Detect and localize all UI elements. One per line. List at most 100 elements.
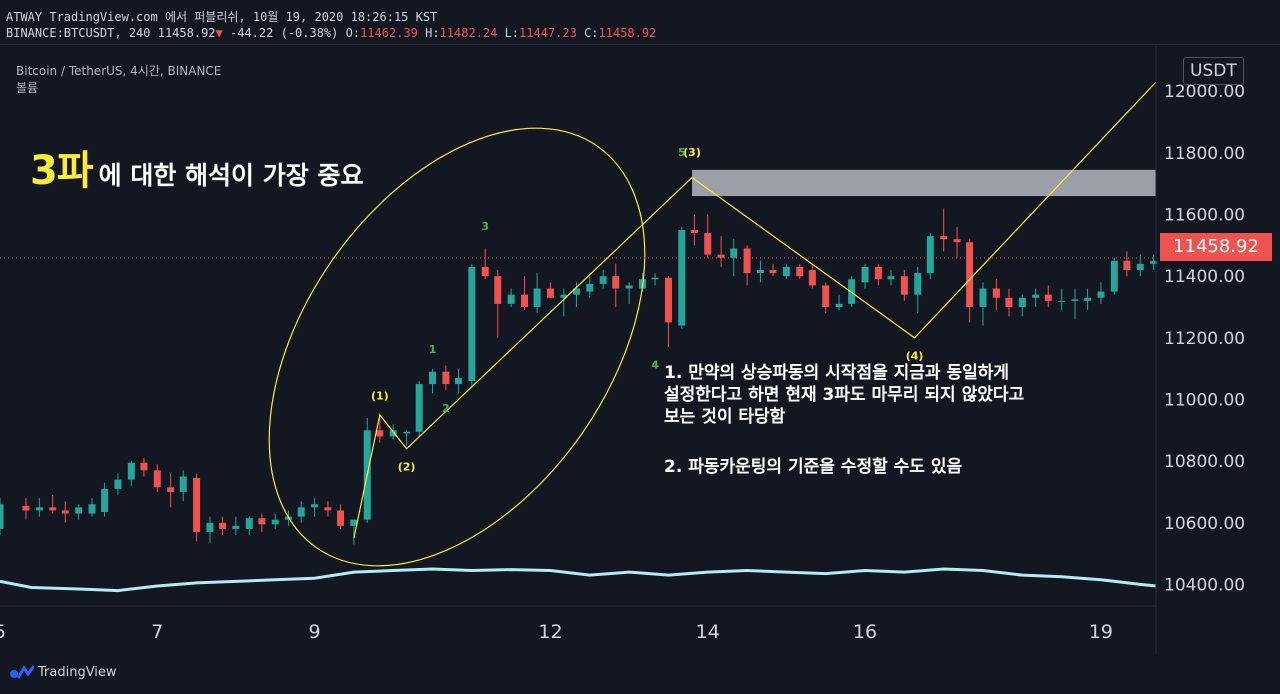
candle-down <box>167 487 175 492</box>
tradingview-brand[interactable]: TradingView <box>8 664 117 680</box>
candle-up <box>88 504 96 514</box>
candle-down <box>193 478 201 533</box>
candle-up <box>403 431 411 434</box>
candle-up <box>35 507 43 511</box>
candle-down <box>704 233 712 255</box>
candle-down <box>900 276 908 295</box>
y-tick-label: 10600.00 <box>1164 514 1245 534</box>
candle-down <box>219 522 227 529</box>
candle-up <box>1150 260 1158 264</box>
x-tick-label: 19 <box>1089 621 1113 643</box>
candle-up <box>297 507 305 517</box>
candle-up <box>599 276 607 284</box>
candle-up <box>350 519 358 526</box>
candle-down <box>481 266 489 277</box>
candle-up <box>232 525 240 529</box>
candle-down <box>49 507 57 511</box>
publisher-line: ATWAY TradingView.com 에서 퍼블리쉬, 10월 19, 2… <box>6 10 438 24</box>
candle-down <box>22 505 30 511</box>
candle-up <box>127 462 135 480</box>
x-tick-label: 12 <box>538 621 562 643</box>
candle-up <box>454 377 462 385</box>
candle-up <box>1084 297 1092 301</box>
candle-down <box>1044 294 1052 301</box>
resistance-zone-layer <box>692 169 1156 197</box>
candle-up <box>75 507 83 514</box>
header-divider <box>0 44 1280 45</box>
close-label: C: <box>584 26 599 40</box>
candle-down <box>140 462 148 471</box>
wave-label: 4 <box>651 359 659 372</box>
candle-down <box>1123 260 1131 271</box>
candle-up <box>730 248 738 258</box>
candle-up <box>206 522 214 533</box>
x-tick-label: 16 <box>853 621 877 643</box>
y-tick-label: 11000.00 <box>1164 390 1245 410</box>
x-tick-label: 5 <box>0 621 6 643</box>
candle-down <box>494 276 502 304</box>
candle-down <box>822 285 830 308</box>
open-value: 11462.39 <box>360 26 418 40</box>
candle-down <box>61 510 69 514</box>
headline-text: 에 대한 해석이 가장 중요 <box>98 161 364 190</box>
candle-up <box>415 384 423 432</box>
high-value: 11482.24 <box>439 26 498 40</box>
candle-up <box>1136 263 1144 271</box>
chart-header: ATWAY TradingView.com 에서 퍼블리쉬, 10월 19, 2… <box>0 0 1280 44</box>
ohlc-line: BINANCE:BTCUSDT, 240 11458.92▼ -44.22 (-… <box>6 26 656 40</box>
y-tick-label: 11800.00 <box>1164 144 1245 164</box>
wave-count-layer: (1) (2) (3) (4) 1 2 3 4 5 <box>268 81 1157 567</box>
candle-up <box>1110 260 1118 292</box>
close-value: 11458.92 <box>598 26 657 40</box>
wave-three-ellipse <box>268 127 646 567</box>
candle-up <box>389 430 397 437</box>
wave-label: 5 <box>678 146 686 159</box>
x-tick-label: 14 <box>696 621 720 643</box>
candle-down <box>690 229 698 234</box>
resistance-zone <box>692 169 1156 197</box>
current-price-tag: 11458.92 <box>1160 233 1272 261</box>
candle-up <box>1018 297 1026 308</box>
candle-up <box>572 288 580 295</box>
currency-unit-button[interactable]: USDT <box>1183 57 1244 85</box>
wave-label: (4) <box>906 349 924 362</box>
wave-label: (1) <box>371 389 389 402</box>
candle-up <box>625 285 633 289</box>
x-tick-label: 9 <box>309 621 321 643</box>
candle-up <box>678 229 686 326</box>
wave-label: 1 <box>429 343 437 356</box>
candle-up <box>179 476 187 492</box>
candle-up <box>560 294 568 298</box>
y-tick-label: 12000.00 <box>1164 82 1245 102</box>
note-two: 2. 파동카운팅의 기준을 수정할 수도 있음 <box>664 457 963 477</box>
tradingview-logo-icon <box>10 665 34 679</box>
volume-legend: 볼륨 <box>16 81 39 95</box>
y-tick-label: 10800.00 <box>1164 452 1245 472</box>
candle-up <box>914 273 922 295</box>
high-label: H: <box>425 26 440 40</box>
candle-down <box>992 288 1000 298</box>
open-label: O: <box>345 26 361 40</box>
candle-up <box>101 488 109 512</box>
candle-up <box>1032 294 1040 298</box>
price-change: -44.22 (-0.38%) <box>230 26 339 40</box>
candle-down <box>874 266 882 280</box>
candle-up <box>887 276 895 280</box>
candle-down <box>376 430 384 437</box>
candle-down <box>940 236 948 240</box>
volume-ma-line <box>0 567 1157 593</box>
candle-down <box>966 242 974 308</box>
wave-label: 3 <box>481 220 489 233</box>
candle-down <box>664 277 672 323</box>
candle-down <box>769 270 777 274</box>
candle-down <box>1005 297 1013 308</box>
candle-up <box>468 266 476 381</box>
symbol-label: BINANCE:BTCUSDT, 240 <box>6 26 151 40</box>
candle-up <box>429 371 437 385</box>
wave-label: (2) <box>398 460 416 473</box>
candle-up <box>756 270 764 274</box>
candle-up <box>926 236 934 274</box>
candle-down <box>324 507 332 511</box>
candle-down <box>743 248 751 274</box>
